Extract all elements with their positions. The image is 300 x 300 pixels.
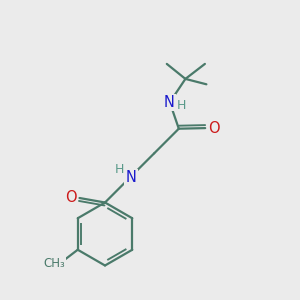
Text: O: O (208, 121, 219, 136)
Text: H: H (114, 163, 124, 176)
Text: N: N (126, 170, 136, 185)
Text: CH₃: CH₃ (44, 257, 65, 270)
Text: O: O (65, 190, 77, 205)
Text: N: N (164, 95, 175, 110)
Text: H: H (177, 99, 187, 112)
